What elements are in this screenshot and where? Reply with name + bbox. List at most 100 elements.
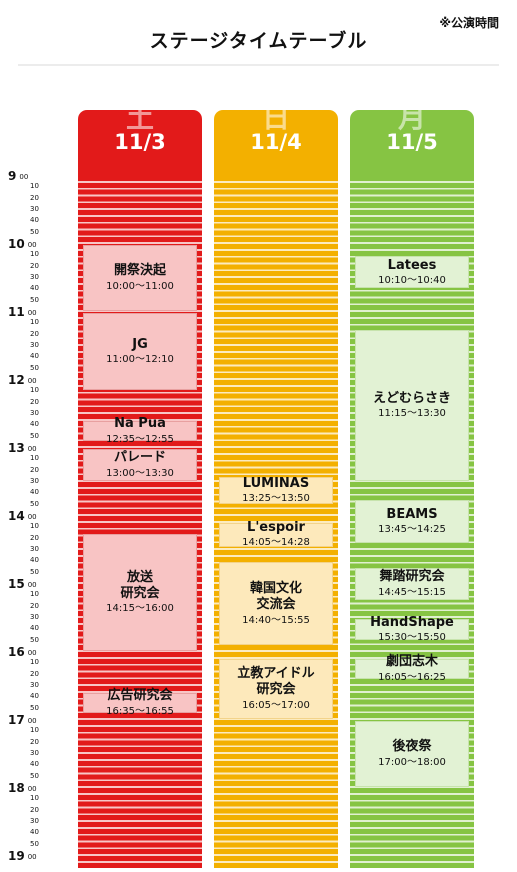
minute-label: 40 xyxy=(30,488,39,497)
minute-label: 20 xyxy=(30,533,39,542)
event-name: LUMINAS xyxy=(242,475,310,491)
event-name: Latees xyxy=(387,257,437,273)
divider xyxy=(18,64,499,66)
day-header-sun: 日 11/4 xyxy=(214,101,338,176)
page-title: ステージタイムテーブル xyxy=(149,30,368,52)
event-name: パレード xyxy=(113,450,166,466)
day-date: 11/3 xyxy=(114,130,166,154)
minute-value: 00 xyxy=(27,649,37,657)
minute-label: 50 xyxy=(30,635,39,644)
day-column-mon: 月 11/5 Latees 10:10〜10:40 えどむらさき 11:15〜13:3… xyxy=(350,101,474,868)
event-time: 13:45〜14:25 xyxy=(378,524,446,536)
day-kanji: 月 xyxy=(397,101,426,134)
minute-label: 50 xyxy=(30,703,39,712)
minute-label: 20 xyxy=(30,601,39,610)
event-time: 17:00〜18:00 xyxy=(378,756,446,768)
hour-value: 15 xyxy=(8,577,25,591)
hour-label: 19 00 xyxy=(8,849,37,863)
minute-label: 10 xyxy=(30,386,39,395)
event-time: 11:00〜12:10 xyxy=(106,354,174,366)
minute-label: 40 xyxy=(30,556,39,565)
minute-label: 30 xyxy=(30,817,39,825)
event-name: 開祭決起 xyxy=(113,263,166,279)
event-name: BEAMS xyxy=(386,507,438,523)
day-column-sun: 日 11/4 LUMINAS 13:25〜13:50 L'espoir 14:05〜1… xyxy=(214,101,338,868)
day-date: 11/4 xyxy=(250,130,302,154)
event-time: 16:05〜17:00 xyxy=(242,699,310,711)
event-block: JG 11:00〜12:10 xyxy=(83,313,197,391)
event-time: 12:35〜12:55 xyxy=(106,433,174,445)
minute-label: 50 xyxy=(30,839,39,848)
event-time: 16:35〜16:55 xyxy=(106,705,174,717)
minute-value: 00 xyxy=(27,513,37,521)
hour-label: 9 00 xyxy=(8,169,28,183)
minute-label: 50 xyxy=(30,227,39,236)
minute-label: 10 xyxy=(30,726,39,735)
hour-label: 14 00 xyxy=(8,509,37,523)
event-time: 13:00〜13:30 xyxy=(106,467,174,479)
minute-label: 30 xyxy=(30,341,39,349)
event-name: HandShape xyxy=(370,614,454,630)
event-time: 16:05〜16:25 xyxy=(378,671,446,683)
hour-label: 13 00 xyxy=(8,441,37,455)
hour-label: 18 00 xyxy=(8,781,37,795)
event-block: Na Pua 12:35〜12:55 xyxy=(83,416,197,445)
event-time: 14:15〜16:00 xyxy=(106,603,174,615)
event-name: JG xyxy=(132,337,148,353)
minute-label: 10 xyxy=(30,250,39,259)
minute-label: 10 xyxy=(30,590,39,599)
hour-label: 17 00 xyxy=(8,713,37,727)
minute-value: 00 xyxy=(27,581,37,589)
hour-label: 11 00 xyxy=(8,305,37,319)
event-block: えどむらさき 11:15〜13:30 xyxy=(355,330,469,481)
minute-label: 30 xyxy=(30,205,39,213)
hour-value: 10 xyxy=(8,237,25,251)
hour-value: 14 xyxy=(8,509,25,523)
minute-label: 20 xyxy=(30,329,39,338)
hour-value: 9 xyxy=(8,169,17,183)
event-name: 舞踏研究会 xyxy=(379,569,445,585)
hour-label: 10 00 xyxy=(8,237,37,251)
hour-value: 16 xyxy=(8,645,25,659)
minute-label: 20 xyxy=(30,805,39,814)
minute-label: 10 xyxy=(30,658,39,667)
minute-label: 10 xyxy=(30,182,39,191)
hour-value: 17 xyxy=(8,713,25,727)
day-date: 11/5 xyxy=(386,130,438,154)
minute-label: 20 xyxy=(30,397,39,406)
event-block: 開祭決起 10:00〜11:00 xyxy=(83,245,197,311)
event-block: L'espoir 14:05〜14:28 xyxy=(219,520,333,548)
minute-value: 00 xyxy=(19,173,29,181)
timeline xyxy=(214,176,338,868)
note: ※公演時間 xyxy=(439,16,499,30)
minute-label: 40 xyxy=(30,352,39,361)
minute-label: 50 xyxy=(30,567,39,576)
event-block: パレード 13:00〜13:30 xyxy=(83,449,197,481)
event-time: 14:40〜15:55 xyxy=(242,614,310,626)
minute-label: 30 xyxy=(30,545,39,553)
minute-label: 50 xyxy=(30,363,39,372)
event-block: 韓国文化 交流会 14:40〜15:55 xyxy=(219,562,333,646)
minute-value: 00 xyxy=(27,785,37,793)
event-block: 後夜祭 17:00〜18:00 xyxy=(355,721,469,787)
minute-label: 30 xyxy=(30,681,39,689)
event-name: L'espoir xyxy=(247,520,305,536)
event-name: えどむらさき xyxy=(372,390,451,406)
event-name: 広告研究会 xyxy=(107,688,173,704)
minute-label: 50 xyxy=(30,431,39,440)
hour-label: 16 00 xyxy=(8,645,37,659)
day-column-sat: 土 11/3 開祭決起 10:00〜11:00 JG 11:00〜12:10 Na Pu… xyxy=(78,101,202,868)
minute-label: 20 xyxy=(30,193,39,202)
event-time: 11:15〜13:30 xyxy=(378,408,446,420)
minute-value: 00 xyxy=(27,853,37,861)
hour-value: 11 xyxy=(8,305,25,319)
minute-label: 10 xyxy=(30,454,39,463)
minute-label: 10 xyxy=(30,318,39,327)
minute-label: 40 xyxy=(30,760,39,769)
minute-label: 30 xyxy=(30,409,39,417)
event-name: 劇団志木 xyxy=(385,654,438,670)
event-block: LUMINAS 13:25〜13:50 xyxy=(219,475,333,504)
minute-label: 20 xyxy=(30,669,39,678)
minute-label: 10 xyxy=(30,522,39,531)
minute-label: 40 xyxy=(30,420,39,429)
